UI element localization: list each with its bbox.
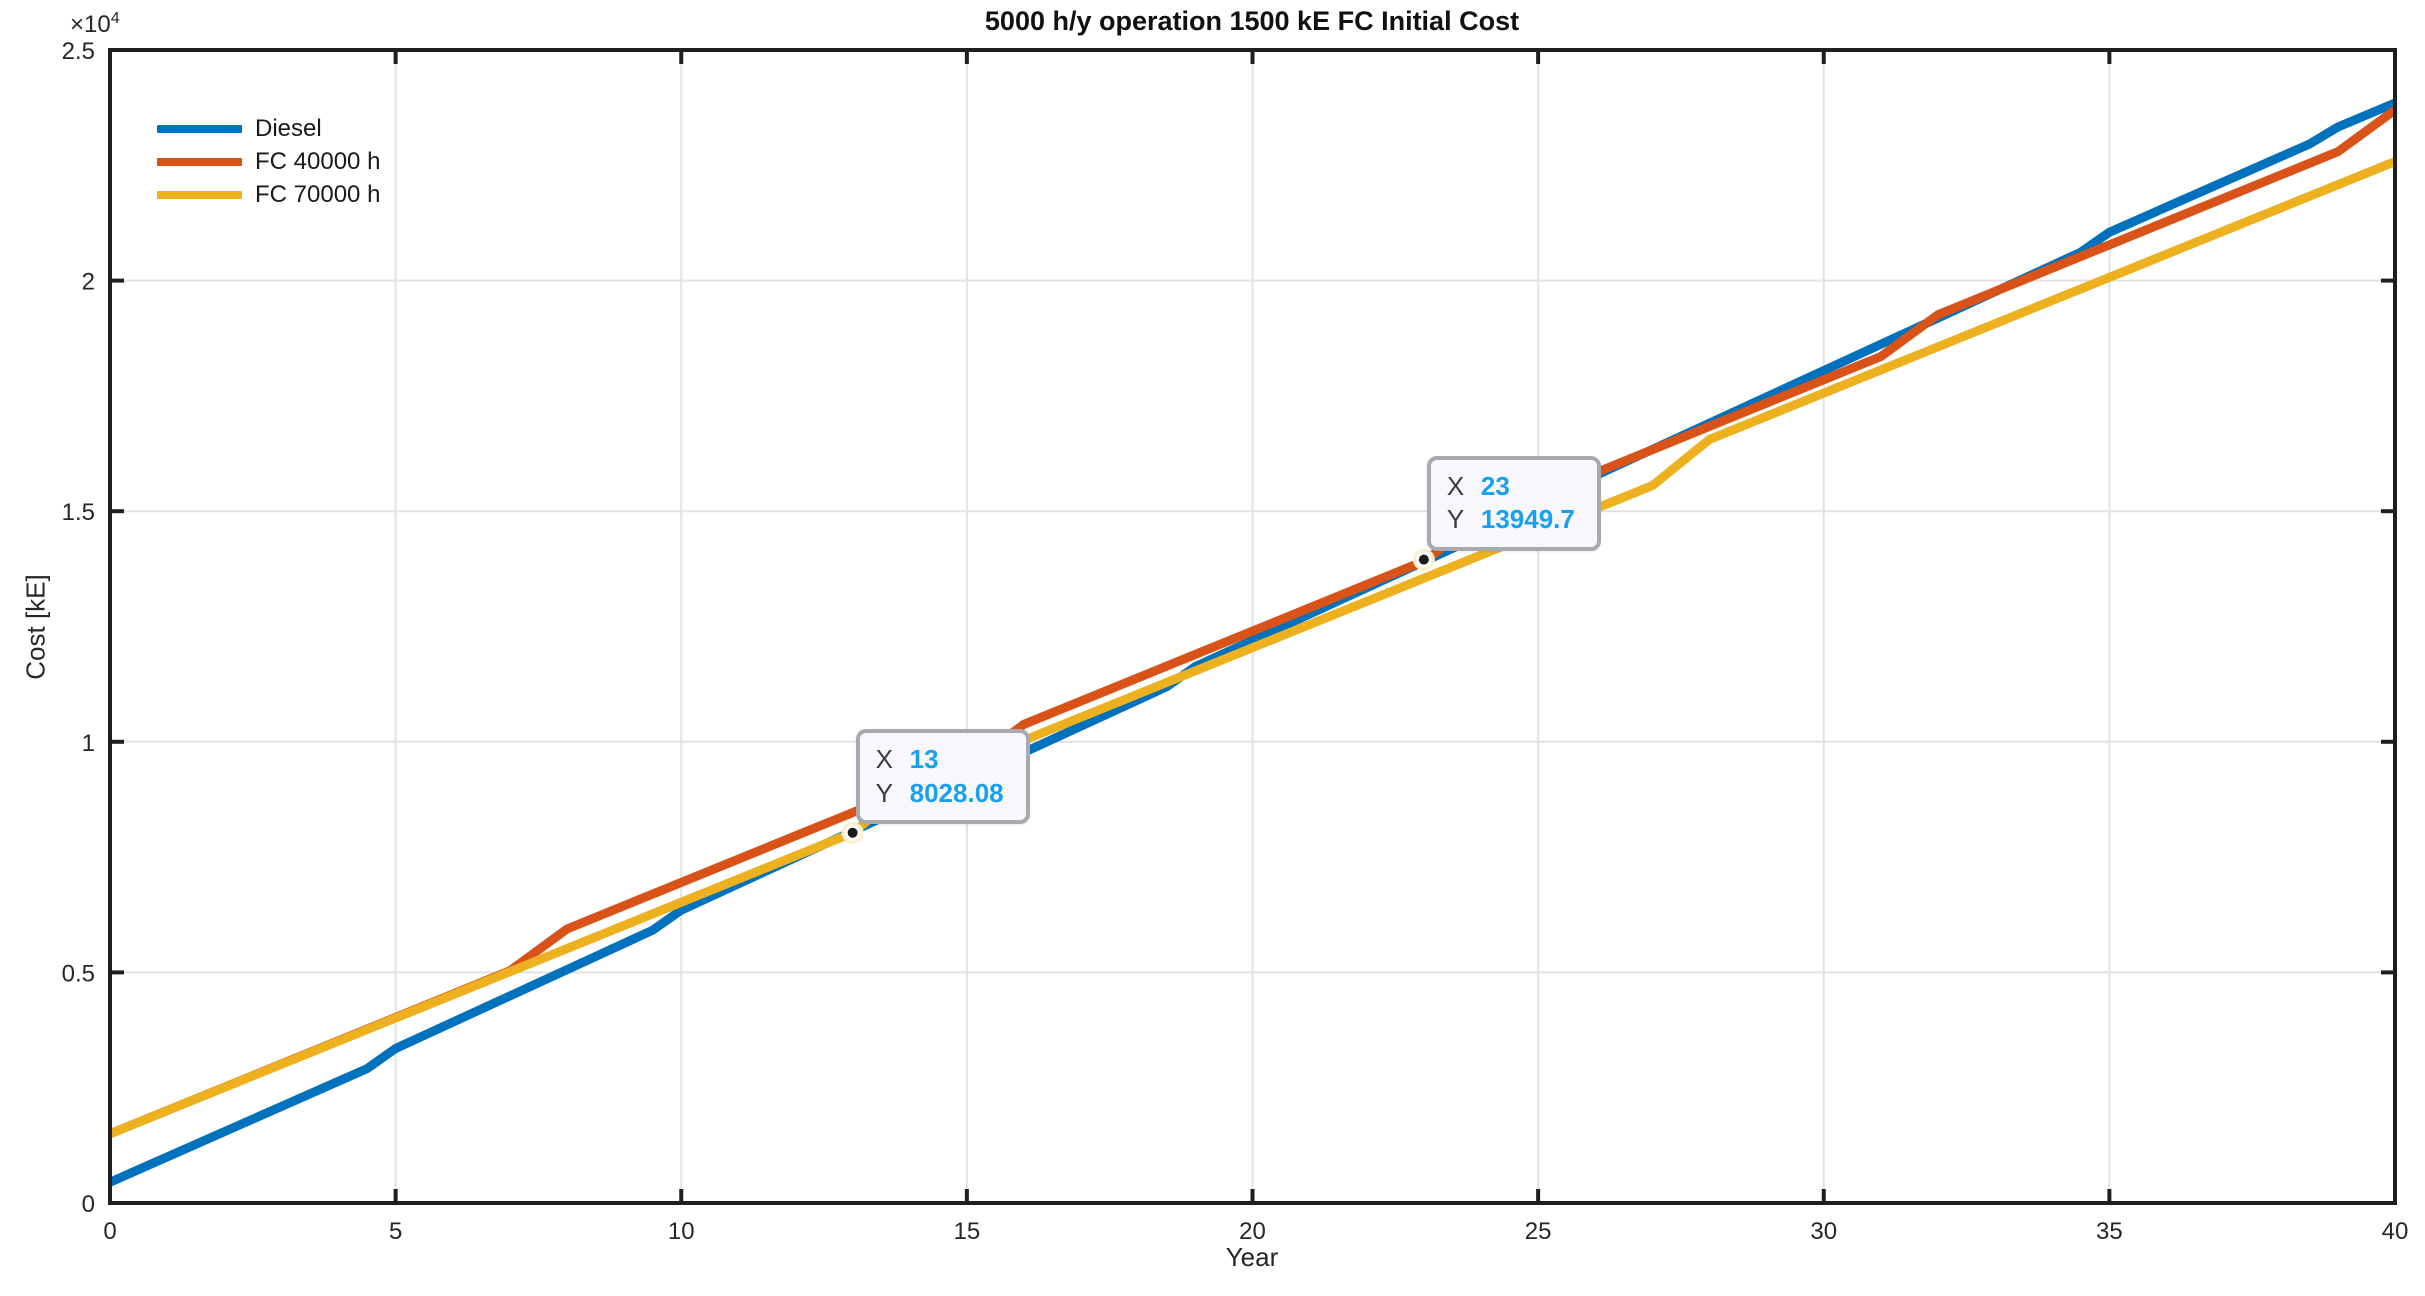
datatip-marker[interactable] <box>847 827 858 838</box>
datatip-y-value: 8028.08 <box>909 777 1004 808</box>
fc-70000-line-swatch <box>157 190 242 199</box>
x-tick-label: 25 <box>1525 1218 1552 1245</box>
y-tick-label: 1.5 <box>62 499 95 526</box>
datatip-x23[interactable]: X 23 Y 13949.7 <box>1426 455 1601 552</box>
y-exponent-base: ×10 <box>70 11 111 38</box>
datatip-y-row: Y 13949.7 <box>1447 503 1575 537</box>
x-tick-label: 30 <box>1810 1218 1837 1245</box>
y-exponent-power: 4 <box>110 10 120 27</box>
datatip-x-value: 13 <box>909 743 939 774</box>
x-tick-label: 35 <box>2096 1218 2123 1245</box>
diesel-line-swatch <box>157 124 242 133</box>
legend-item-diesel[interactable]: Diesel <box>157 112 380 145</box>
y-tick-label: 1 <box>82 730 95 757</box>
datatip-marker[interactable] <box>1418 554 1429 565</box>
datatip-x-row: X 23 <box>1447 470 1575 504</box>
chart-title: 5000 h/y operation 1500 kE FC Initial Co… <box>984 6 1520 36</box>
legend-label: FC 70000 h <box>255 180 381 208</box>
x-tick-label: 40 <box>2382 1218 2409 1245</box>
x-tick-label: 15 <box>954 1218 981 1245</box>
x-tick-label: 20 <box>1239 1218 1266 1245</box>
datatip-y-label: Y <box>875 777 893 808</box>
legend-label: FC 40000 h <box>255 147 381 175</box>
datatip-y-value: 13949.7 <box>1480 504 1575 535</box>
x-tick-label: 10 <box>668 1218 695 1245</box>
datatip-y-label: Y <box>1446 504 1465 535</box>
datatip-x-label: X <box>1446 470 1465 501</box>
legend: Diesel FC 40000 h FC 70000 h <box>157 112 380 211</box>
legend-item-fc-70000[interactable]: FC 70000 h <box>157 178 380 211</box>
legend-item-fc-40000[interactable]: FC 40000 h <box>157 145 380 178</box>
datatip-x-value: 23 <box>1480 470 1510 501</box>
y-axis-exponent: ×104 <box>70 10 120 39</box>
datatip-x-row: X 13 <box>876 743 1004 777</box>
datatip-x13[interactable]: X 13 Y 8028.08 <box>855 728 1030 825</box>
y-tick-label: 2.5 <box>62 38 95 65</box>
x-axis-label: Year <box>1225 1242 1279 1272</box>
datatip-x-label: X <box>875 743 893 774</box>
y-tick-label: 0 <box>82 1191 95 1218</box>
legend-label: Diesel <box>255 114 322 142</box>
y-axis-label: Cost [kE] <box>20 574 51 680</box>
y-tick-label: 2 <box>82 269 95 296</box>
x-tick-label: 5 <box>389 1218 402 1245</box>
y-tick-label: 0.5 <box>62 960 95 987</box>
series-line-fc-70000-h[interactable] <box>108 157 2397 1138</box>
datatip-y-row: Y 8028.08 <box>876 777 1004 811</box>
x-tick-label: 0 <box>103 1218 116 1245</box>
fc-40000-line-swatch <box>157 157 242 166</box>
